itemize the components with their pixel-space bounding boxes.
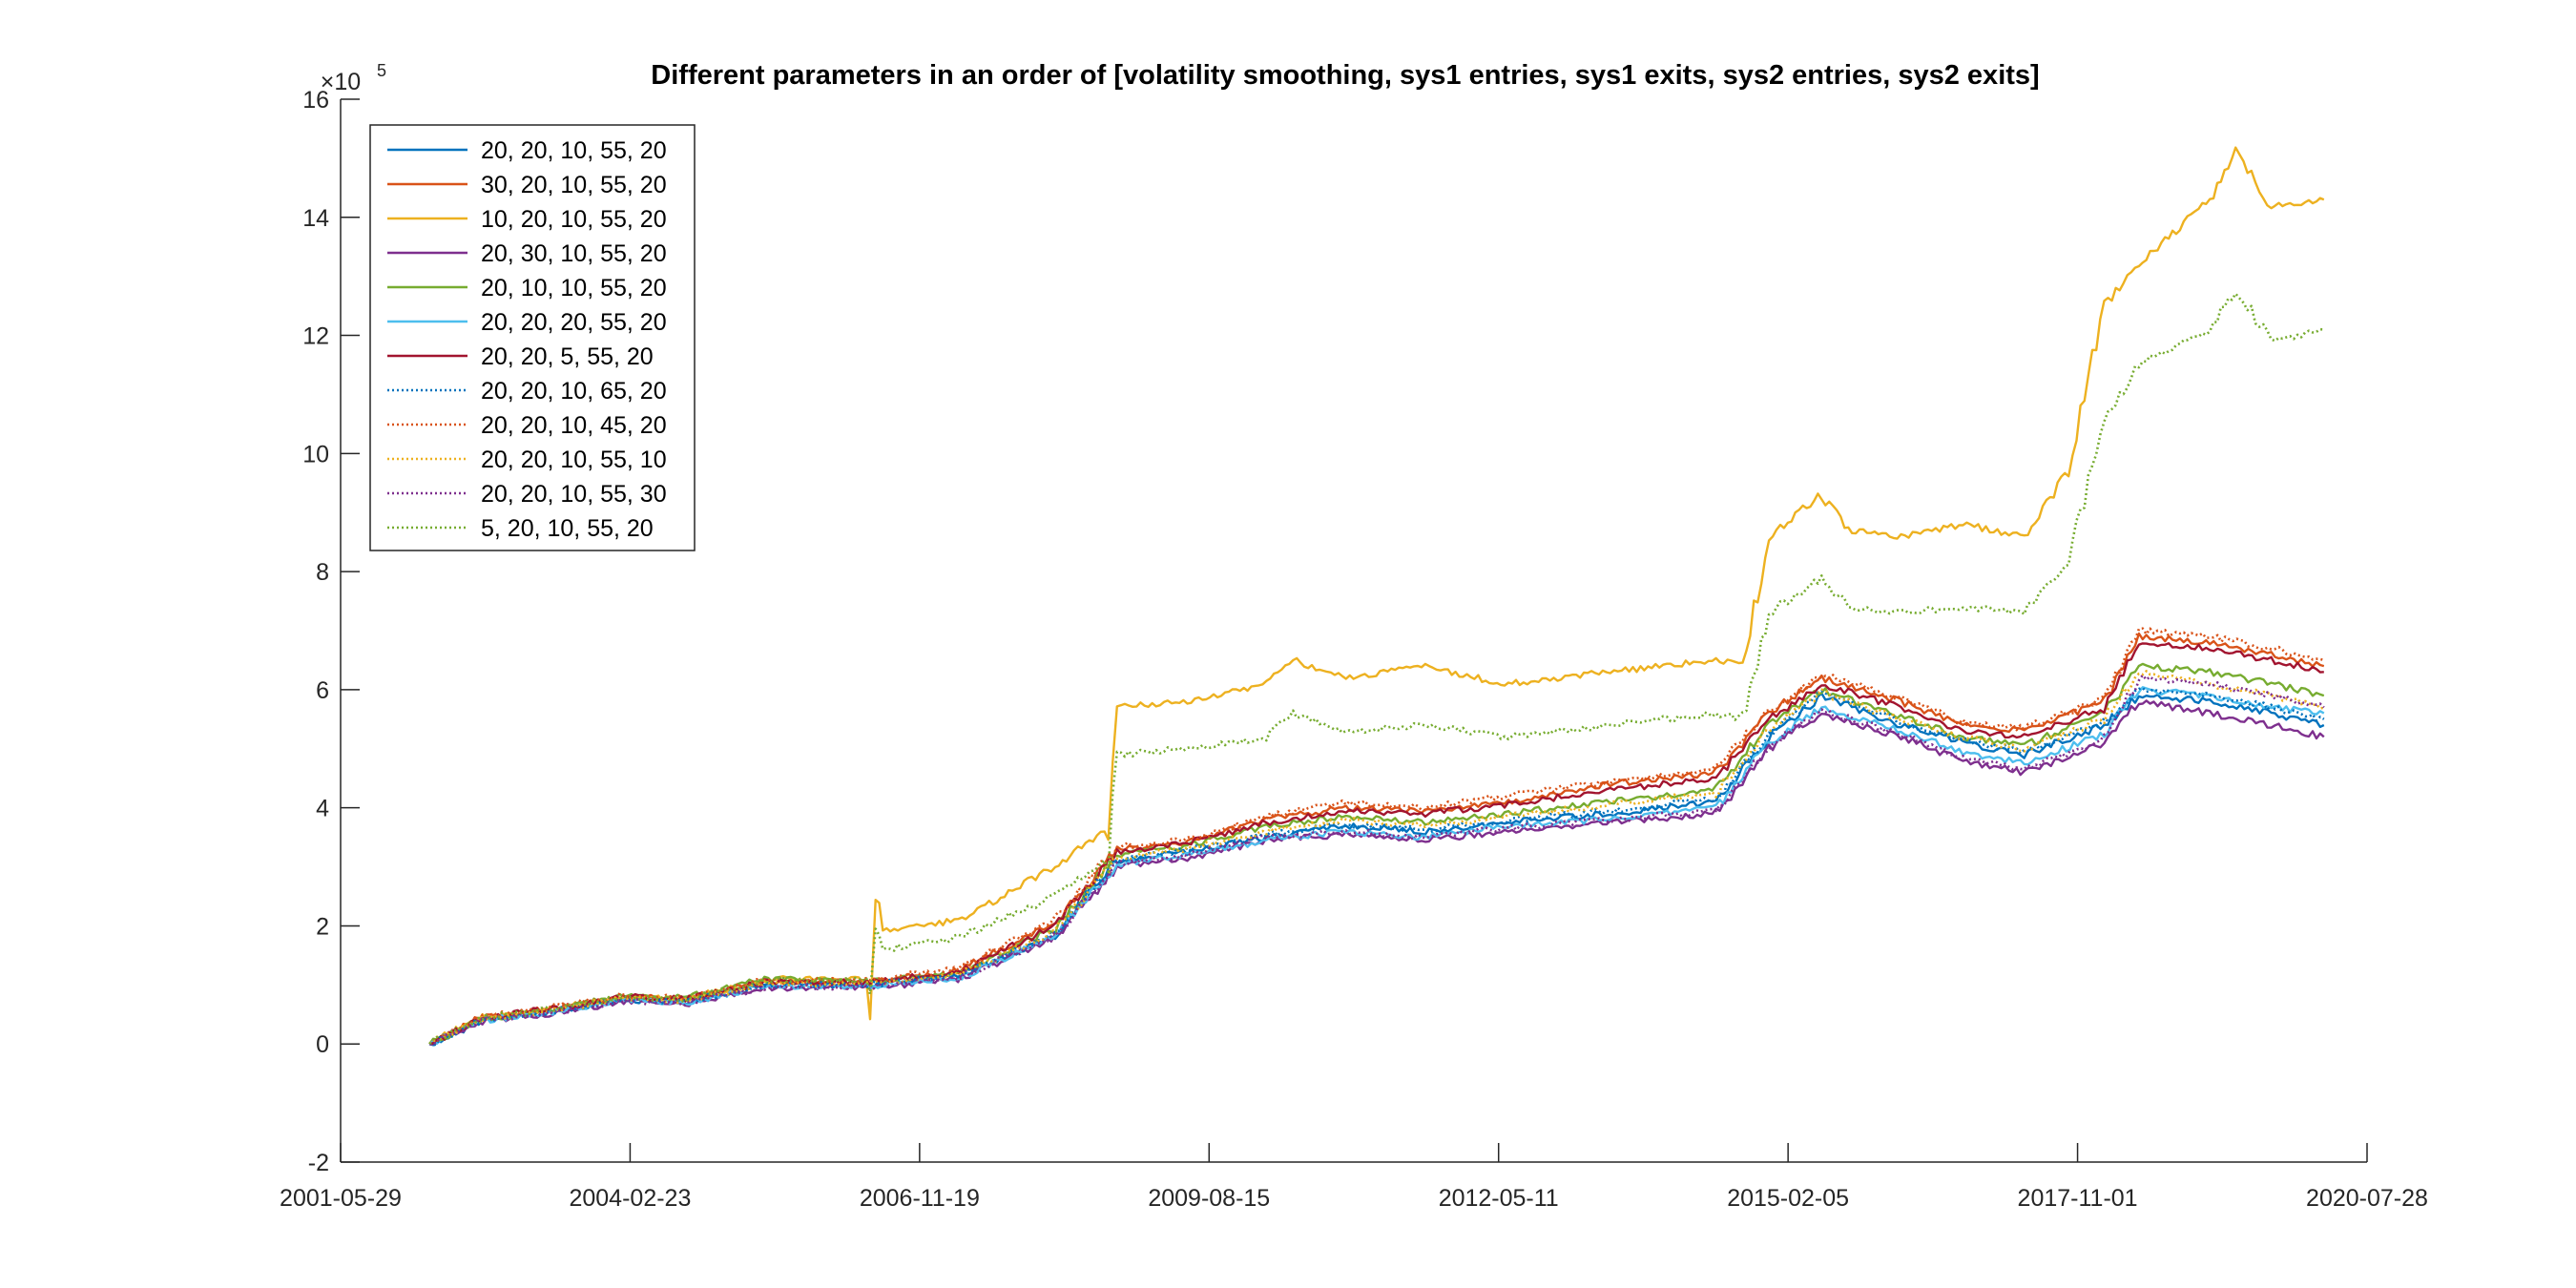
legend-box xyxy=(369,124,696,551)
legend-entry-label: 10, 20, 10, 55, 20 xyxy=(481,206,667,233)
series-line-8 xyxy=(428,686,2325,1047)
y-tick-label: 8 xyxy=(316,559,329,586)
legend-entry-label: 20, 20, 10, 65, 20 xyxy=(481,378,667,405)
legend-entry-label: 20, 20, 10, 55, 10 xyxy=(481,447,667,473)
series-line-10 xyxy=(428,670,2325,1046)
y-tick-label: -2 xyxy=(308,1150,329,1176)
x-tick-label: 2004-02-23 xyxy=(569,1185,691,1212)
y-tick-label: 12 xyxy=(302,323,329,350)
series-line-9 xyxy=(428,627,2325,1046)
x-tick-label: 2001-05-29 xyxy=(280,1185,402,1212)
legend: 20, 20, 10, 55, 20 30, 20, 10, 55, 20 10, … xyxy=(369,124,696,551)
series-line-7 xyxy=(428,642,2324,1046)
legend-entry-label: 5, 20, 10, 55, 20 xyxy=(481,515,654,542)
x-tick-label: 2020-07-28 xyxy=(2306,1185,2428,1212)
y-tick-label: 6 xyxy=(316,677,329,704)
legend-entry-label: 20, 20, 20, 55, 20 xyxy=(481,309,667,336)
y-tick-label: 0 xyxy=(316,1031,329,1058)
legend-entry-label: 20, 20, 10, 55, 20 xyxy=(481,137,667,164)
y-tick-label: 16 xyxy=(302,87,329,114)
legend-entry-label: 30, 20, 10, 55, 20 xyxy=(481,172,667,198)
x-tick-label: 2012-05-11 xyxy=(1439,1185,1559,1212)
chart-title: Different parameters in an order of [vol… xyxy=(651,60,2039,91)
series-line-11 xyxy=(429,674,2325,1046)
y-tick-label: 10 xyxy=(302,441,329,467)
series-line-4 xyxy=(429,699,2325,1046)
x-tick-label: 2006-11-19 xyxy=(860,1185,980,1212)
y-tick-label: 14 xyxy=(302,205,329,232)
legend-entry-label: 20, 10, 10, 55, 20 xyxy=(481,275,667,301)
legend-entry-label: 20, 20, 5, 55, 20 xyxy=(481,343,654,370)
x-tick-label: 2017-11-01 xyxy=(2018,1185,2138,1212)
x-tick-label: 2009-08-15 xyxy=(1148,1185,1270,1212)
x-tick-label: 2015-02-05 xyxy=(1727,1185,1849,1212)
y-exponent-power: 5 xyxy=(377,61,386,80)
y-tick-label: 4 xyxy=(316,796,329,822)
series-line-5 xyxy=(428,662,2325,1045)
legend-entry-label: 20, 30, 10, 55, 20 xyxy=(481,240,667,267)
axes: 2001-05-29 2004-02-23 2006-11-19 2009-08-15… xyxy=(280,61,2428,1212)
y-tick-label: 2 xyxy=(316,913,329,940)
legend-entry-label: 20, 20, 10, 45, 20 xyxy=(481,412,667,439)
plot-area xyxy=(428,146,2325,1047)
y-exponent-label: ×10 xyxy=(321,69,361,95)
legend-entry-label: 20, 20, 10, 55, 30 xyxy=(481,481,667,508)
